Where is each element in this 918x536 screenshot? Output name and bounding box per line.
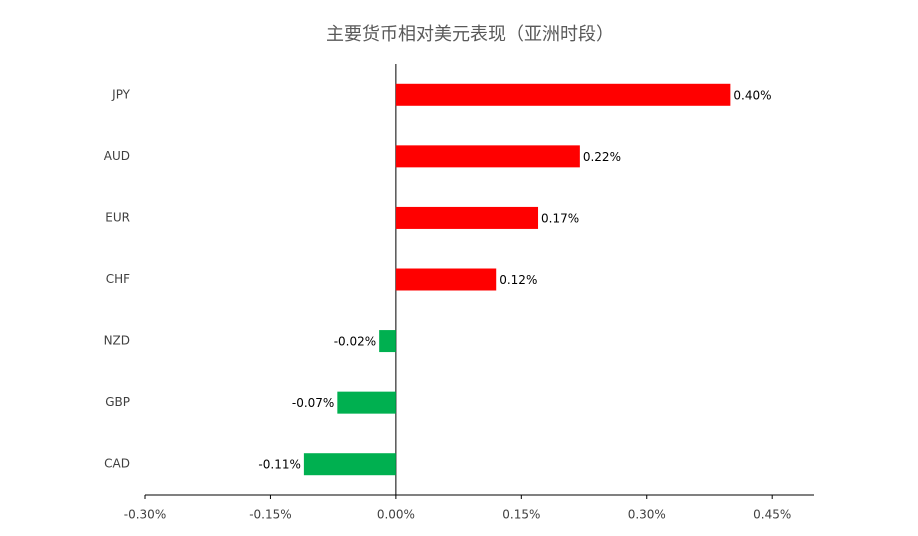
x-tick-label: 0.00% bbox=[377, 508, 415, 522]
data-label: 0.17% bbox=[541, 211, 579, 225]
chart-title: 主要货币相对美元表现（亚洲时段） bbox=[326, 24, 614, 45]
data-label: -0.02% bbox=[334, 335, 376, 349]
bar bbox=[395, 145, 580, 168]
x-tick-label: 0.15% bbox=[502, 508, 540, 522]
y-tick-label: JPY bbox=[111, 87, 131, 101]
bar bbox=[337, 391, 396, 414]
bar bbox=[395, 83, 731, 106]
x-tick-label: 0.30% bbox=[628, 508, 666, 522]
y-tick-label: AUD bbox=[104, 149, 130, 163]
y-tick-label: NZD bbox=[104, 334, 130, 348]
data-label: 0.12% bbox=[499, 273, 537, 287]
x-tick-label: 0.45% bbox=[753, 508, 791, 522]
x-tick-label: -0.15% bbox=[249, 508, 291, 522]
bar bbox=[379, 330, 396, 353]
bar bbox=[303, 453, 396, 476]
y-tick-label: CHF bbox=[106, 272, 130, 286]
data-label: 0.40% bbox=[733, 88, 771, 102]
data-label: 0.22% bbox=[583, 150, 621, 164]
y-tick-label: CAD bbox=[104, 457, 130, 471]
y-tick-label: GBP bbox=[105, 395, 130, 409]
data-label: -0.07% bbox=[292, 396, 334, 410]
x-tick-label: -0.30% bbox=[124, 508, 166, 522]
data-label: -0.11% bbox=[258, 458, 300, 472]
bar bbox=[395, 268, 497, 291]
y-tick-label: EUR bbox=[105, 210, 130, 224]
bar bbox=[395, 206, 539, 229]
